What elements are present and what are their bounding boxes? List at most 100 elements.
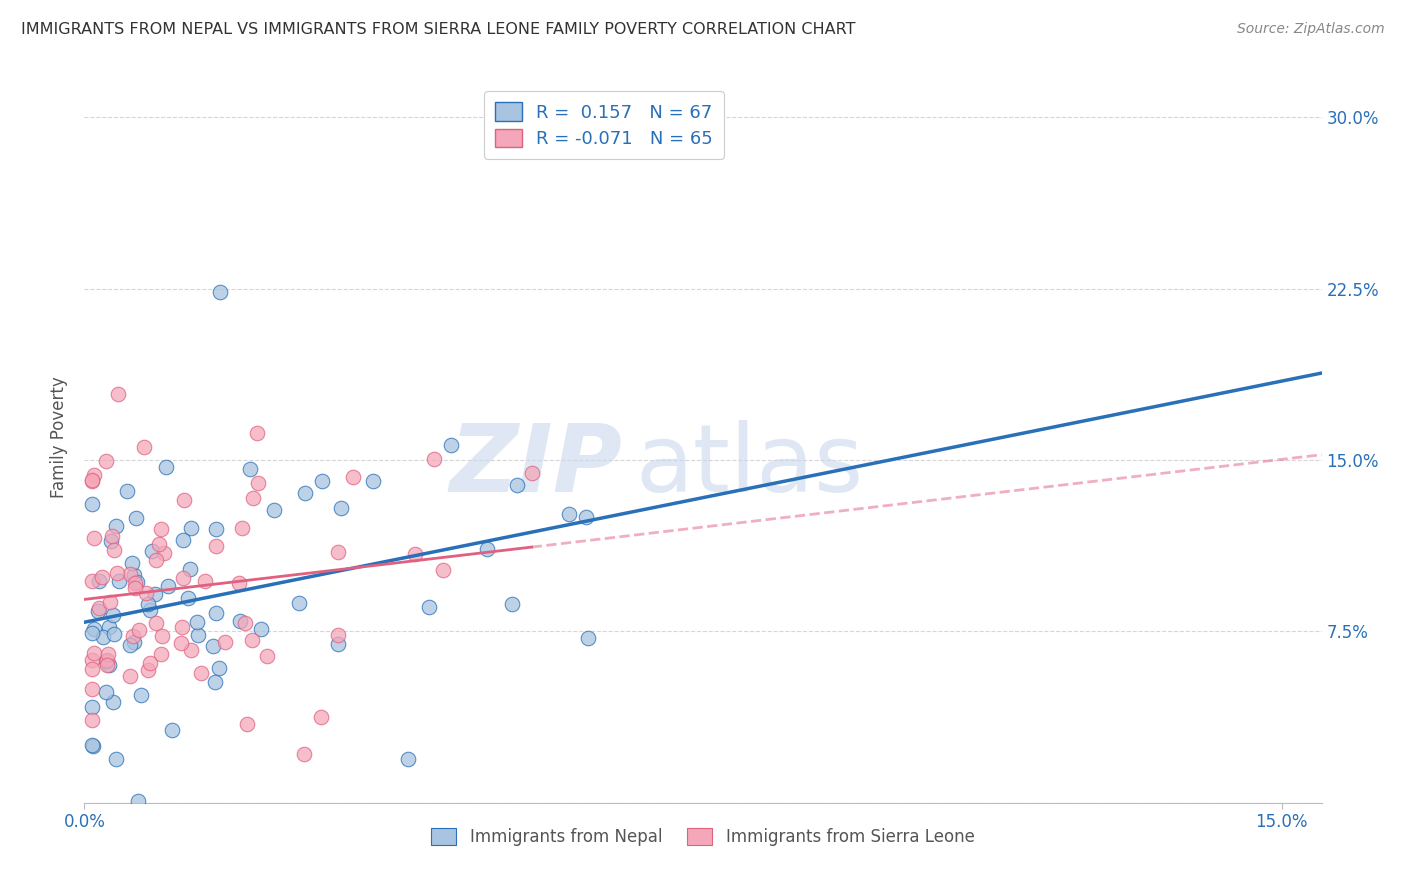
Text: Source: ZipAtlas.com: Source: ZipAtlas.com: [1237, 22, 1385, 37]
Point: [135, 586, 157, 600]
Point: [97, 647, 120, 661]
Point: [118, 638, 141, 652]
Point: [145, 615, 167, 630]
Point: [172, 571, 194, 585]
Point: [190, 666, 212, 681]
Point: [228, 575, 250, 590]
Point: [141, 544, 163, 558]
Point: [103, 695, 125, 709]
Text: atlas: atlas: [636, 420, 863, 512]
Point: [139, 602, 162, 616]
Point: [204, 675, 226, 690]
Point: [256, 648, 278, 663]
Point: [173, 492, 195, 507]
Point: [117, 484, 139, 499]
Point: [127, 793, 149, 807]
Point: [309, 710, 332, 724]
Point: [136, 597, 159, 611]
Point: [82, 574, 104, 588]
Point: [239, 462, 262, 476]
Point: [134, 440, 156, 454]
Point: [96, 658, 118, 673]
Point: [107, 574, 129, 588]
Point: [440, 438, 463, 452]
Point: [83, 646, 105, 660]
Point: [82, 497, 104, 511]
Point: [326, 545, 349, 559]
Point: [233, 615, 256, 630]
Point: [82, 474, 104, 488]
Point: [240, 633, 263, 648]
Point: [242, 491, 264, 505]
Point: [122, 568, 145, 582]
Point: [263, 503, 285, 517]
Point: [202, 639, 225, 653]
Point: [94, 685, 117, 699]
Point: [575, 509, 598, 524]
Point: [326, 628, 349, 642]
Text: IMMIGRANTS FROM NEPAL VS IMMIGRANTS FROM SIERRA LEONE FAMILY POVERTY CORRELATION: IMMIGRANTS FROM NEPAL VS IMMIGRANTS FROM…: [21, 22, 856, 37]
Point: [501, 597, 523, 611]
Point: [96, 654, 118, 668]
Point: [121, 556, 143, 570]
Point: [214, 635, 236, 649]
Point: [82, 626, 104, 640]
Point: [287, 596, 309, 610]
Point: [177, 591, 200, 606]
Point: [118, 567, 141, 582]
Point: [145, 553, 167, 567]
Point: [82, 662, 104, 676]
Point: [520, 467, 543, 481]
Point: [82, 738, 104, 752]
Point: [172, 620, 194, 634]
Point: [186, 615, 208, 630]
Point: [180, 643, 202, 657]
Point: [506, 477, 529, 491]
Point: [477, 541, 499, 556]
Point: [121, 629, 143, 643]
Point: [208, 661, 231, 675]
Point: [128, 624, 150, 638]
Point: [557, 507, 579, 521]
Point: [235, 716, 257, 731]
Point: [155, 460, 177, 475]
Point: [104, 752, 127, 766]
Point: [82, 714, 104, 728]
Point: [292, 747, 315, 761]
Point: [96, 454, 118, 468]
Point: [160, 723, 183, 737]
Point: [170, 635, 193, 649]
Point: [101, 528, 124, 542]
Point: [326, 636, 349, 650]
Point: [231, 521, 253, 535]
Point: [204, 522, 226, 536]
Point: [194, 574, 217, 588]
Point: [82, 700, 104, 714]
Point: [98, 595, 121, 609]
Point: [91, 630, 114, 644]
Point: [396, 752, 419, 766]
Point: [138, 663, 160, 677]
Point: [180, 521, 202, 535]
Point: [149, 522, 172, 536]
Point: [96, 653, 118, 667]
Point: [86, 604, 108, 618]
Point: [187, 627, 209, 641]
Point: [83, 622, 105, 636]
Point: [82, 473, 104, 487]
Point: [122, 634, 145, 648]
Point: [311, 474, 333, 488]
Point: [205, 539, 228, 553]
Point: [82, 653, 104, 667]
Point: [83, 531, 105, 545]
Point: [82, 739, 104, 754]
Point: [363, 474, 385, 488]
Point: [150, 629, 173, 643]
Point: [246, 425, 269, 440]
Point: [294, 486, 316, 500]
Point: [342, 470, 364, 484]
Point: [90, 570, 112, 584]
Text: ZIP: ZIP: [450, 420, 623, 512]
Point: [179, 561, 201, 575]
Point: [423, 451, 446, 466]
